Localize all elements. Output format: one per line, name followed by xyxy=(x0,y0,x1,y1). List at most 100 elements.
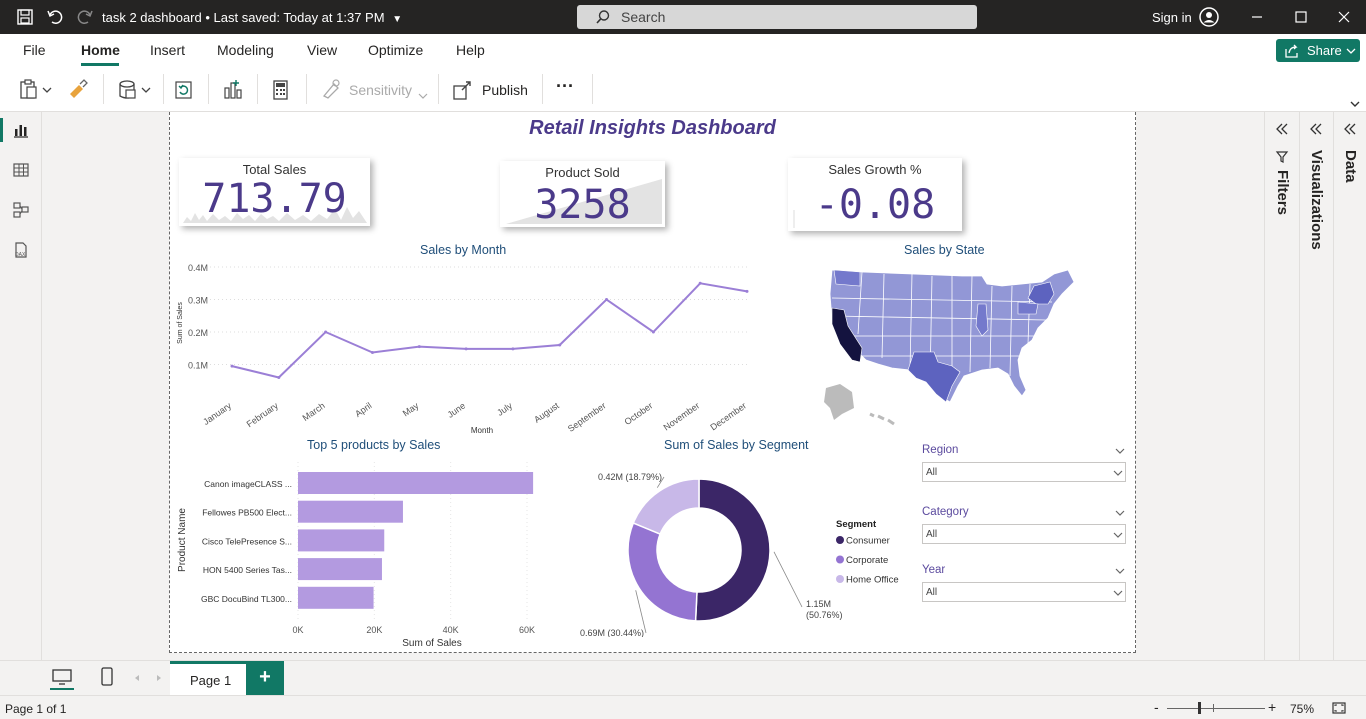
data-pane[interactable]: Data xyxy=(1333,112,1366,660)
page-tab[interactable]: Page 1 xyxy=(170,661,254,695)
desktop-layout-icon[interactable] xyxy=(52,668,72,686)
search-input[interactable]: Search xyxy=(621,9,666,25)
leader-line xyxy=(656,476,665,488)
share-button[interactable]: Share xyxy=(1276,39,1360,62)
add-page-button[interactable]: + xyxy=(246,661,284,695)
product-sold-card[interactable]: Product Sold 3258 xyxy=(500,161,665,228)
product-sold-label: Product Sold xyxy=(545,165,620,180)
filters-pane[interactable]: Filters xyxy=(1264,112,1299,660)
menu-modeling[interactable]: Modeling xyxy=(217,42,274,58)
expand-pane-icon[interactable] xyxy=(1343,122,1357,136)
chevron-down-icon[interactable] xyxy=(1115,508,1125,518)
minimize-icon[interactable] xyxy=(1250,10,1264,24)
account-icon[interactable] xyxy=(1199,7,1219,27)
get-data-icon[interactable] xyxy=(117,78,153,102)
y-axis-title: Sum of Sales xyxy=(177,302,184,344)
toolbar-separator xyxy=(257,74,258,104)
chevron-down-icon xyxy=(1113,470,1123,476)
report-page: Retail Insights Dashboard Total Sales 71… xyxy=(169,112,1136,653)
menu-home[interactable]: Home xyxy=(81,42,120,58)
x-tick-label: October xyxy=(623,400,655,427)
total-sales-card[interactable]: Total Sales 713.79 xyxy=(179,158,370,226)
search-icon xyxy=(596,10,610,24)
new-visual-icon[interactable] xyxy=(222,78,244,102)
chevron-down-icon[interactable] xyxy=(1115,446,1125,456)
scroll-right-icon[interactable] xyxy=(154,673,164,683)
year-dropdown[interactable]: All xyxy=(922,582,1126,602)
paste-icon[interactable] xyxy=(18,78,54,102)
chevron-down-icon[interactable] xyxy=(1115,566,1125,576)
refresh-icon[interactable] xyxy=(173,78,195,102)
chevron-down-icon[interactable]: ▼ xyxy=(392,14,403,25)
map-new-york xyxy=(1027,281,1055,305)
region-dropdown[interactable]: All xyxy=(922,462,1126,482)
menu-view[interactable]: View xyxy=(307,42,338,58)
redo-icon[interactable] xyxy=(76,8,94,26)
undo-icon[interactable] xyxy=(46,8,64,26)
mobile-layout-icon[interactable] xyxy=(100,667,114,687)
sales-growth-card[interactable]: Sales Growth % -0.08 xyxy=(788,158,962,231)
toolbar-separator xyxy=(542,74,543,104)
save-icon[interactable] xyxy=(16,8,34,26)
category-value: All xyxy=(926,529,938,540)
table-view-icon[interactable] xyxy=(12,161,30,179)
category-dropdown[interactable]: All xyxy=(922,524,1126,544)
active-view-indicator xyxy=(0,118,3,142)
year-slicer[interactable]: Year All xyxy=(922,564,1126,602)
leader-line xyxy=(635,590,647,634)
maximize-icon[interactable] xyxy=(1294,10,1308,24)
x-tick-label: 20K xyxy=(366,625,382,635)
scroll-left-icon[interactable] xyxy=(132,673,142,683)
menu-file[interactable]: File xyxy=(23,42,46,58)
x-tick-label: July xyxy=(495,400,514,418)
zoom-slider-track[interactable] xyxy=(1167,708,1265,709)
calculator-icon[interactable] xyxy=(271,78,291,102)
bar xyxy=(298,586,374,609)
x-axis-title: Month xyxy=(471,426,493,435)
region-slicer[interactable]: Region All xyxy=(922,444,1126,482)
close-icon[interactable] xyxy=(1337,10,1351,24)
menu-help[interactable]: Help xyxy=(456,42,485,58)
document-title[interactable]: task 2 dashboard • Last saved: Today at … xyxy=(102,10,402,25)
data-point xyxy=(605,298,609,301)
category-slicer[interactable]: Category All xyxy=(922,506,1126,544)
sign-in-link[interactable]: Sign in xyxy=(1152,10,1192,25)
menu-insert[interactable]: Insert xyxy=(150,42,186,58)
format-painter-icon[interactable] xyxy=(67,78,89,102)
data-point xyxy=(511,347,515,351)
zoom-in-button[interactable]: + xyxy=(1268,699,1277,715)
sales-by-segment-chart[interactable]: 1.15M(50.76%) 0.69M (30.44%) 0.42M (18.79%… xyxy=(570,457,910,637)
sales-by-state-map[interactable] xyxy=(822,264,1082,426)
data-point xyxy=(370,350,374,354)
menu-optimize[interactable]: Optimize xyxy=(368,42,424,58)
data-label: Data xyxy=(1342,150,1359,183)
visualizations-pane[interactable]: Visualizations xyxy=(1299,112,1333,660)
donut-slice xyxy=(627,522,698,622)
data-point xyxy=(698,281,702,285)
more-options-button[interactable]: ··· xyxy=(556,76,574,96)
ribbon-toolbar: Sensitivity Publish ··· xyxy=(0,66,1366,112)
publish-icon[interactable] xyxy=(452,78,476,102)
publish-button[interactable]: Publish xyxy=(482,82,528,98)
status-bar: Page 1 of 1 - + 75% xyxy=(0,695,1366,719)
y-tick-label: HON 5400 Series Tas... xyxy=(203,565,292,575)
model-view-icon[interactable] xyxy=(12,201,30,219)
bar xyxy=(298,500,403,523)
zoom-slider-thumb[interactable] xyxy=(1198,702,1201,714)
page-count: Page 1 of 1 xyxy=(5,702,67,716)
map-title: Sales by State xyxy=(904,243,985,257)
collapse-ribbon-icon[interactable] xyxy=(1349,98,1361,110)
dax-query-view-icon[interactable]: DAX xyxy=(12,241,30,259)
top-products-chart[interactable]: 0K 20K 40K 60K Canon imageCLASS ... Fellowes … xyxy=(170,452,590,652)
category-slicer-label: Category xyxy=(922,506,969,518)
expand-pane-icon[interactable] xyxy=(1275,122,1289,136)
chevron-down-icon xyxy=(1113,532,1123,538)
fit-to-page-icon[interactable] xyxy=(1331,700,1347,716)
expand-pane-icon[interactable] xyxy=(1309,122,1323,136)
search-box[interactable]: Search xyxy=(577,5,977,29)
zoom-out-button[interactable]: - xyxy=(1154,699,1159,715)
report-view-icon[interactable] xyxy=(12,121,30,139)
x-tick-label: August xyxy=(532,400,561,425)
sales-by-month-chart[interactable]: 0.1M 0.2M 0.3M 0.4M January February March Apri… xyxy=(170,257,770,437)
sensitivity-button: Sensitivity xyxy=(349,82,413,98)
